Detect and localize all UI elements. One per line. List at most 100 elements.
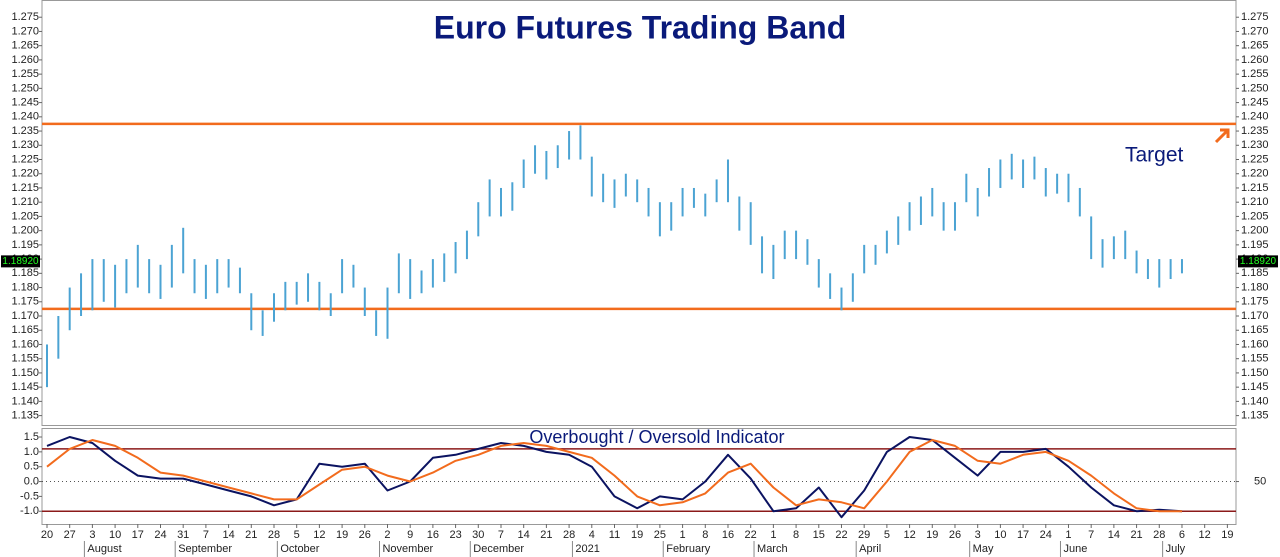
y-tick-label: 1.235 [11,125,39,137]
x-tick-label: 17 [132,529,144,541]
x-tick-label: 24 [154,529,166,541]
x-tick-label: 15 [813,529,825,541]
x-tick-label: 14 [1108,529,1120,541]
y-tick-label: 1.155 [11,353,39,365]
y-tick-label: 1.225 [11,153,39,165]
month-label: September [178,543,232,555]
y2-tick-label: 1.145 [1241,381,1269,393]
x-tick-label: 12 [903,529,915,541]
x-tick-label: 17 [1017,529,1029,541]
y2-tick-label: 1.195 [1241,239,1269,251]
y-tick-label: 1.210 [11,196,39,208]
x-tick-label: 19 [926,529,938,541]
chart-title: Euro Futures Trading Band [434,9,846,45]
y-tick-label: 1.240 [11,111,39,123]
indicator-panel [41,428,1237,525]
x-tick-label: 22 [745,529,757,541]
month-label: March [757,543,788,555]
y2-tick-label: 1.210 [1241,196,1269,208]
x-tick-label: 12 [313,529,325,541]
x-tick-label: 8 [702,529,708,541]
y-tick-label: 1.135 [11,410,39,422]
x-tick-label: 26 [359,529,371,541]
x-tick-label: 12 [1199,529,1211,541]
y-tick-label: 1.5 [24,431,39,443]
last-price-label: 1.18920 [2,256,39,267]
y-tick-label: 1.170 [11,310,39,322]
annotation: Target [1125,144,1184,167]
y2-tick-label: 1.245 [1241,96,1269,108]
x-tick-label: 23 [449,529,461,541]
y2-tick-label: 1.160 [1241,338,1269,350]
y2-tick-label: 1.270 [1241,25,1269,37]
x-tick-label: 16 [722,529,734,541]
x-tick-label: 24 [1040,529,1052,541]
x-tick-label: 20 [41,529,53,541]
y2-tick-label: 1.150 [1241,367,1269,379]
y2-tick-label: 1.275 [1241,11,1269,23]
y-tick-label: 1.250 [11,82,39,94]
month-label: May [973,543,994,555]
x-tick-label: 8 [793,529,799,541]
x-tick-label: 5 [884,529,890,541]
y2-tick-label: 1.200 [1241,225,1269,237]
y-tick-label: 1.265 [11,40,39,52]
y-tick-label: 1.165 [11,324,39,336]
x-tick-label: 1 [680,529,686,541]
y-tick-label: 1.180 [11,281,39,293]
y-tick-label: -0.5 [20,490,39,502]
y-tick-label: 1.220 [11,168,39,180]
y-tick-label: 1.185 [11,267,39,279]
y2-tick-label: 1.240 [1241,111,1269,123]
y-tick-label: 1.260 [11,54,39,66]
x-tick-label: 27 [64,529,76,541]
x-tick-label: 1 [1065,529,1071,541]
x-tick-label: 3 [89,529,95,541]
x-tick-label: 5 [294,529,300,541]
y-tick-label: 1.215 [11,182,39,194]
month-label: February [666,543,711,555]
x-tick-label: 19 [336,529,348,541]
indicator-line [46,439,1182,513]
x-tick-label: 2 [384,529,390,541]
x-tick-label: 11 [609,529,620,541]
x-tick-label: 7 [498,529,504,541]
x-tick-label: 28 [268,529,280,541]
last-price-box [1238,255,1278,268]
y2-tick-label: 1.155 [1241,353,1269,365]
x-tick-label: 21 [1130,529,1142,541]
y-tick-label: 1.255 [11,68,39,80]
target-arrow [1214,128,1230,144]
y-tick-label: 1.175 [11,296,39,308]
month-label: 2021 [575,543,599,555]
y2-tick-label: 1.180 [1241,281,1269,293]
x-tick-label: 9 [407,529,413,541]
y-tick-label: 1.145 [11,381,39,393]
x-tick-label: 26 [949,529,961,541]
x-tick-label: 10 [994,529,1006,541]
price-panel [41,0,1237,426]
month-label: October [280,543,319,555]
y-tick-label: -1.0 [20,505,39,517]
x-tick-label: 4 [589,529,595,541]
y2-tick-label: 1.225 [1241,153,1269,165]
indicator-title: Overbought / Oversold Indicator [529,427,784,447]
y-tick-label: 1.160 [11,338,39,350]
y-tick-label: 1.245 [11,96,39,108]
month-label: July [1166,543,1186,555]
y2-tick-label: 1.265 [1241,40,1269,52]
y2-tick-label: 1.165 [1241,324,1269,336]
x-tick-label: 29 [858,529,870,541]
x-tick-label: 16 [427,529,439,541]
x-tick-label: 19 [1221,529,1233,541]
y2-tick-label: 1.250 [1241,82,1269,94]
y2-tick-label: 1.170 [1241,310,1269,322]
x-tick-label: 25 [654,529,666,541]
month-label: December [473,543,524,555]
y-tick-label: 0.0 [24,475,39,487]
x-tick-label: 10 [109,529,121,541]
y-tick-label: 1.275 [11,11,39,23]
y2-tick-label: 1.260 [1241,54,1269,66]
y2-tick-label: 1.140 [1241,395,1269,407]
x-tick-label: 7 [1088,529,1094,541]
